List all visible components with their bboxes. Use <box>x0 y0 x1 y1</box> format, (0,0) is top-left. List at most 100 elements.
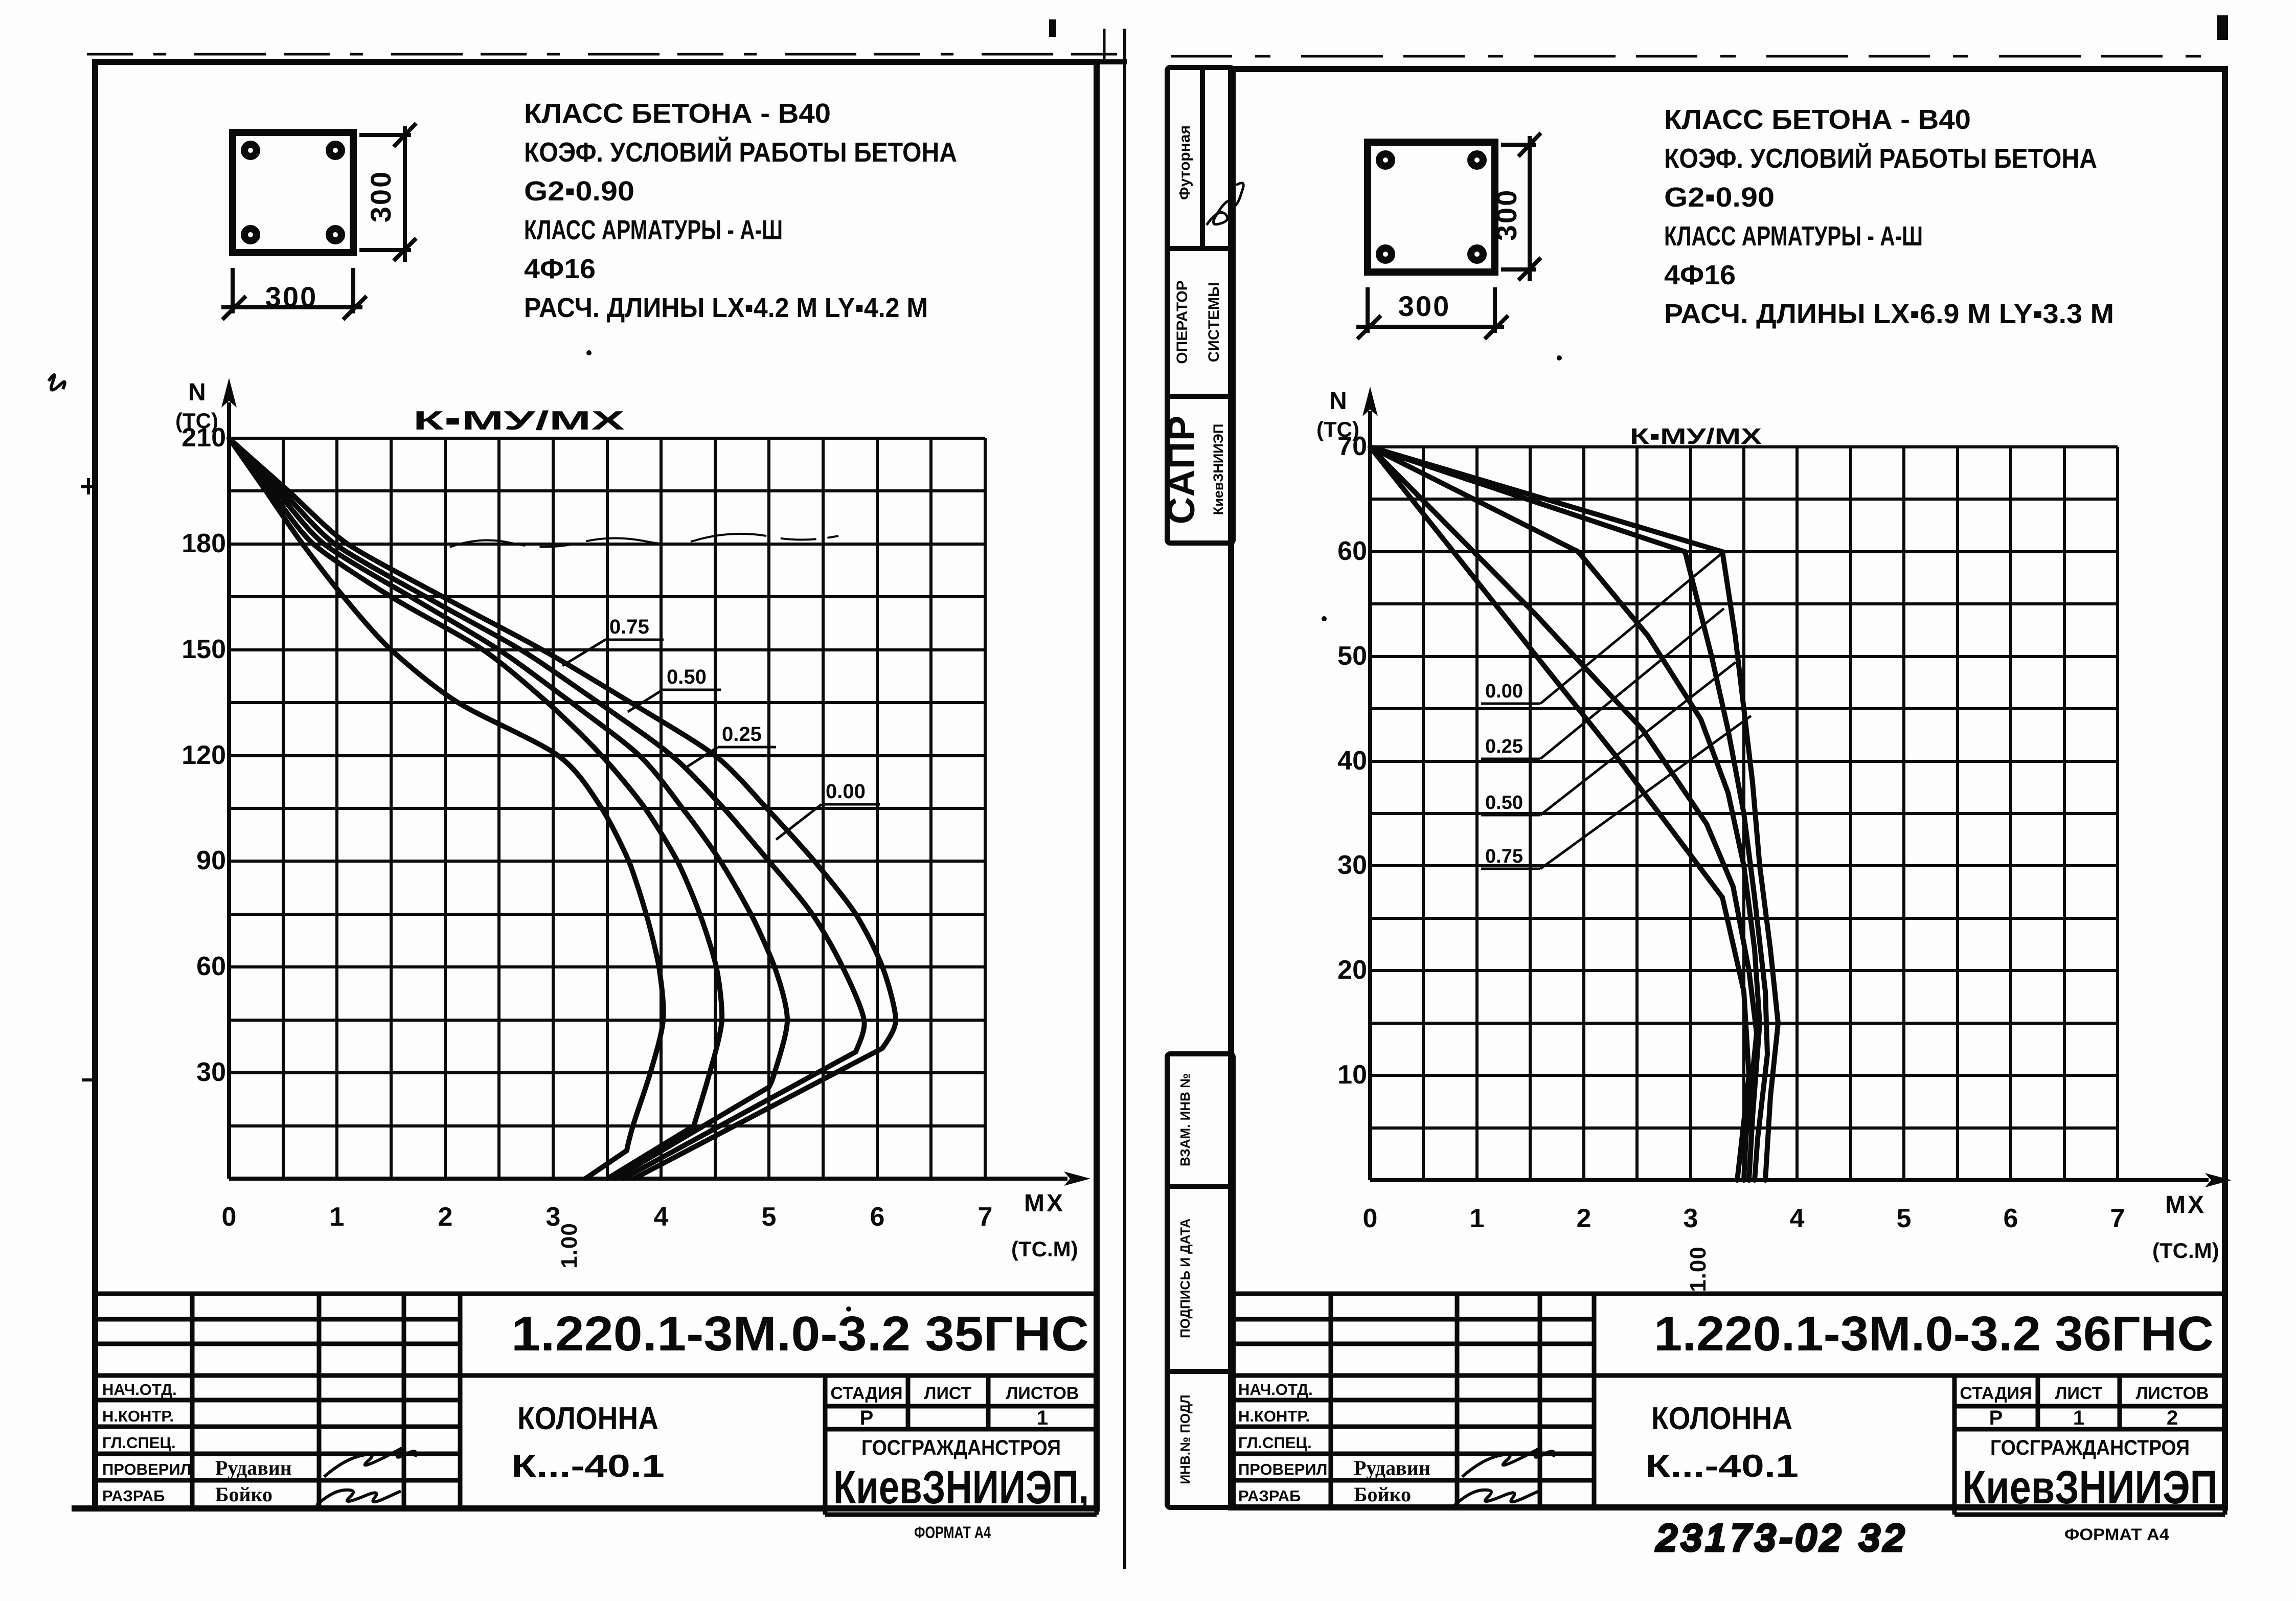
svg-text:3: 3 <box>1684 1204 1698 1233</box>
svg-text:КЛАСС БЕТОНА - В40: КЛАСС БЕТОНА - В40 <box>524 98 831 129</box>
svg-text:НАЧ.ОТД.: НАЧ.ОТД. <box>102 1381 177 1399</box>
svg-text:5: 5 <box>1897 1204 1912 1233</box>
svg-text:1: 1 <box>330 1202 345 1232</box>
svg-text:ГЛ.СПЕЦ.: ГЛ.СПЕЦ. <box>102 1434 176 1452</box>
svg-text:N: N <box>188 379 206 406</box>
svg-text:К...-40.1: К...-40.1 <box>1645 1449 1799 1484</box>
svg-text:ЛИСТОВ: ЛИСТОВ <box>2136 1384 2209 1403</box>
svg-text:КиевЗНИИЭП: КиевЗНИИЭП <box>1962 1461 2218 1514</box>
svg-text:0.50: 0.50 <box>1485 792 1523 814</box>
svg-text:КЛАСС АРМАТУРЫ - А-Ш: КЛАСС АРМАТУРЫ - А-Ш <box>1664 221 1923 252</box>
svg-text:1.00: 1.00 <box>1686 1246 1711 1292</box>
svg-text:СТАДИЯ: СТАДИЯ <box>1960 1384 2032 1403</box>
svg-text:(ТС): (ТС) <box>175 409 218 433</box>
svg-text:НАЧ.ОТД.: НАЧ.ОТД. <box>1238 1381 1313 1399</box>
svg-text:23173-02 32: 23173-02 32 <box>1656 1518 1908 1559</box>
svg-text:КиевЗНИИЭП,: КиевЗНИИЭП, <box>833 1461 1089 1514</box>
svg-text:РАЗРАБ: РАЗРАБ <box>1238 1487 1301 1505</box>
svg-text:ВЗАМ. ИНВ №: ВЗАМ. ИНВ № <box>1177 1073 1193 1166</box>
svg-text:СТАДИЯ: СТАДИЯ <box>830 1384 902 1403</box>
svg-text:90: 90 <box>196 846 226 875</box>
svg-text:4: 4 <box>654 1202 669 1232</box>
svg-text:7: 7 <box>2110 1204 2125 1233</box>
svg-text:0.00: 0.00 <box>1485 681 1523 702</box>
svg-text:3: 3 <box>546 1202 561 1232</box>
svg-text:ЛИСТ: ЛИСТ <box>924 1384 972 1403</box>
svg-text:60: 60 <box>1337 536 1367 566</box>
svg-text:Рудавин: Рудавин <box>1354 1456 1430 1479</box>
svg-text:Р: Р <box>860 1407 874 1429</box>
svg-text:МХ: МХ <box>1024 1190 1065 1217</box>
svg-text:РАСЧ. ДЛИНЫ LX▪6.9 М LY▪3.3: РАСЧ. ДЛИНЫ LX▪6.9 М LY▪3.3 М <box>1664 299 2114 329</box>
svg-text:(ТС.М): (ТС.М) <box>2152 1238 2219 1262</box>
svg-text:КЛАСС АРМАТУРЫ - А-Ш: КЛАСС АРМАТУРЫ - А-Ш <box>524 215 783 245</box>
svg-text:К▪МУ/МХ: К▪МУ/МХ <box>1630 424 1762 449</box>
svg-text:ФОРМАТ А4: ФОРМАТ А4 <box>914 1523 991 1542</box>
svg-text:300: 300 <box>1398 290 1450 322</box>
svg-text:ПРОВЕРИЛ: ПРОВЕРИЛ <box>1238 1460 1327 1478</box>
svg-text:(ТС): (ТС) <box>1316 417 1359 441</box>
svg-text:Н.КОНТР.: Н.КОНТР. <box>1238 1407 1310 1425</box>
svg-text:К...-40.1: К...-40.1 <box>511 1449 665 1484</box>
svg-text:КОЛОННА: КОЛОННА <box>1651 1401 1792 1436</box>
svg-text:6: 6 <box>870 1202 885 1232</box>
svg-text:0.25: 0.25 <box>722 723 762 746</box>
svg-text:30: 30 <box>1337 850 1367 880</box>
svg-text:0.75: 0.75 <box>1485 846 1523 867</box>
svg-text:ЛИСТ: ЛИСТ <box>2055 1384 2103 1403</box>
svg-text:Бойко: Бойко <box>1354 1483 1411 1506</box>
svg-text:ГОСГРАЖДАНСТРОЯ: ГОСГРАЖДАНСТРОЯ <box>861 1435 1061 1459</box>
svg-text:1: 1 <box>1037 1407 1048 1429</box>
svg-text:0.00: 0.00 <box>826 780 866 803</box>
svg-text:10: 10 <box>1337 1060 1367 1090</box>
svg-text:4: 4 <box>1790 1204 1805 1233</box>
svg-text:КОЭФ. УСЛОВИЙ РАБОТЫ БЕТОНА: КОЭФ. УСЛОВИЙ РАБОТЫ БЕТОНА <box>524 137 957 168</box>
svg-text:70: 70 <box>1337 432 1367 461</box>
svg-text:(ТС.М): (ТС.М) <box>1011 1237 1078 1261</box>
svg-text:0: 0 <box>1363 1204 1378 1233</box>
svg-text:2: 2 <box>438 1202 453 1232</box>
svg-text:ГОСГРАЖДАНСТРОЯ: ГОСГРАЖДАНСТРОЯ <box>1990 1435 2190 1459</box>
svg-text:РАСЧ. ДЛИНЫ LX▪4.2 М LY▪4.2: РАСЧ. ДЛИНЫ LX▪4.2 М LY▪4.2 М <box>524 292 928 323</box>
svg-text:150: 150 <box>181 635 226 664</box>
svg-text:30: 30 <box>196 1057 226 1087</box>
svg-text:ФОРМАТ А4: ФОРМАТ А4 <box>2064 1525 2169 1544</box>
svg-text:300: 300 <box>265 281 317 313</box>
svg-text:Футорная: Футорная <box>1176 125 1193 200</box>
svg-text:Бойко: Бойко <box>215 1483 272 1506</box>
svg-text:ЛИСТОВ: ЛИСТОВ <box>1006 1384 1079 1403</box>
svg-text:1: 1 <box>2073 1407 2084 1429</box>
svg-text:СИСТЕМЫ: СИСТЕМЫ <box>1206 282 1222 363</box>
svg-text:20: 20 <box>1337 955 1367 985</box>
svg-text:60: 60 <box>196 952 226 981</box>
svg-text:ПРОВЕРИЛ: ПРОВЕРИЛ <box>102 1460 191 1478</box>
svg-text:МХ: МХ <box>2165 1191 2206 1219</box>
svg-text:4Ф16: 4Ф16 <box>524 254 596 284</box>
svg-text:ОПЕРАТОР: ОПЕРАТОР <box>1174 280 1191 364</box>
svg-text:0.25: 0.25 <box>1485 736 1523 757</box>
svg-text:КиевЗНИИЭП: КиевЗНИИЭП <box>1211 424 1226 515</box>
svg-text:КОЭФ. УСЛОВИЙ РАБОТЫ БЕТОНА: КОЭФ. УСЛОВИЙ РАБОТЫ БЕТОНА <box>1664 143 2097 174</box>
svg-text:7: 7 <box>978 1202 993 1232</box>
svg-text:К▪МУ/МХ: К▪МУ/МХ <box>413 406 625 436</box>
svg-text:N: N <box>1329 388 1347 415</box>
svg-text:120: 120 <box>181 740 226 770</box>
svg-text:0.75: 0.75 <box>609 616 649 638</box>
svg-text:РАЗРАБ: РАЗРАБ <box>102 1487 165 1505</box>
svg-text:G2▪0.90: G2▪0.90 <box>1664 182 1775 213</box>
svg-text:G2▪0.90: G2▪0.90 <box>524 176 634 207</box>
svg-text:40: 40 <box>1337 746 1367 776</box>
svg-text:2: 2 <box>1577 1204 1592 1233</box>
svg-text:Р: Р <box>1989 1407 2003 1429</box>
svg-text:ГЛ.СПЕЦ.: ГЛ.СПЕЦ. <box>1238 1434 1312 1452</box>
svg-text:210: 210 <box>181 423 226 453</box>
svg-text:1: 1 <box>1470 1204 1485 1233</box>
svg-text:5: 5 <box>762 1202 777 1232</box>
svg-text:4Ф16: 4Ф16 <box>1664 260 1736 290</box>
svg-text:КОЛОННА: КОЛОННА <box>517 1401 658 1436</box>
svg-text:0: 0 <box>222 1202 237 1232</box>
svg-text:ПОДПИСЬ И ДАТА: ПОДПИСЬ И ДАТА <box>1177 1219 1193 1338</box>
svg-text:300: 300 <box>1490 189 1522 241</box>
svg-text:ИНВ.№ ПОДЛ: ИНВ.№ ПОДЛ <box>1177 1394 1193 1484</box>
svg-text:1.220.1-3М.0-3.2 36ГНС: 1.220.1-3М.0-3.2 36ГНС <box>1654 1306 2214 1361</box>
